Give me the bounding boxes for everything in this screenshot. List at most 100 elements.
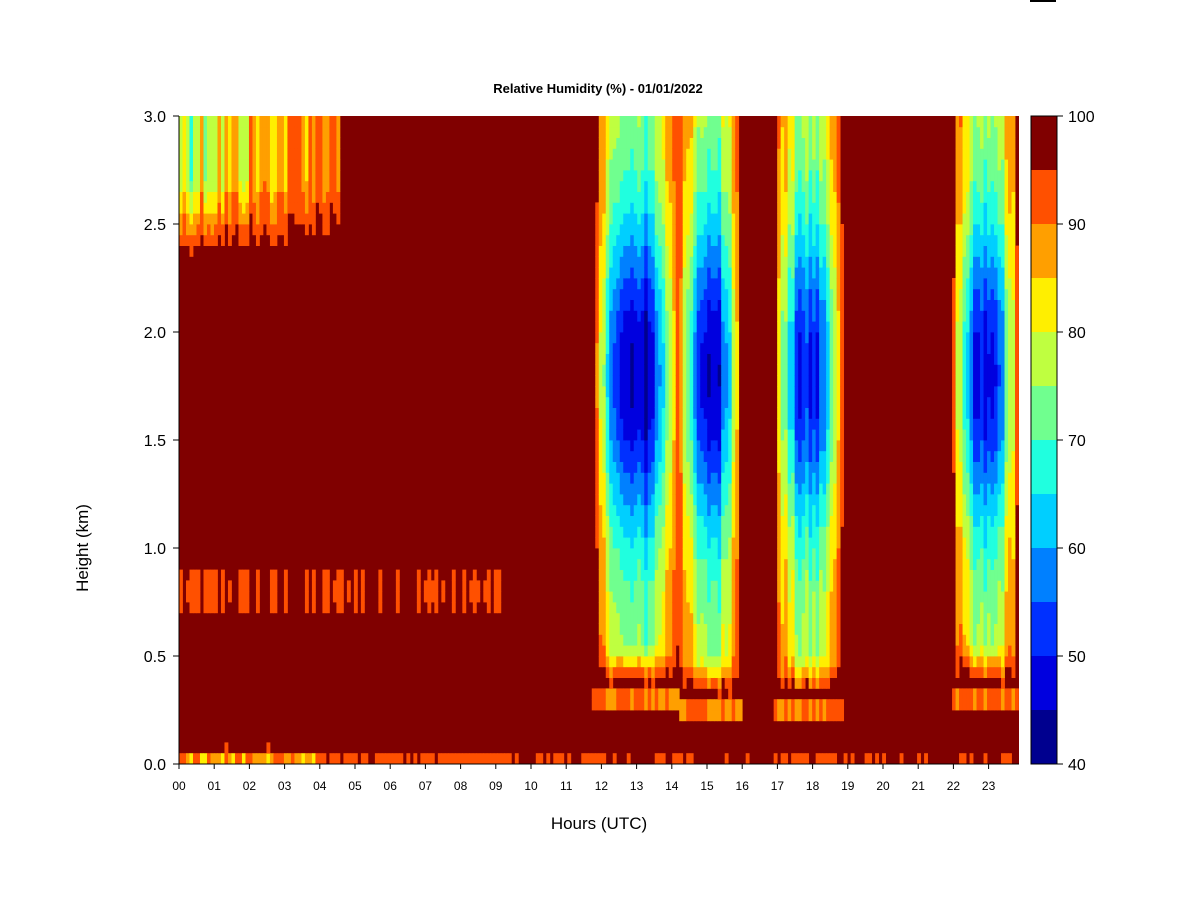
heatmap-cell: [987, 666, 991, 678]
heatmap-cell: [661, 623, 666, 635]
heatmap-cell: [1008, 688, 1012, 700]
heatmap-cell: [815, 656, 820, 668]
heatmap-cell: [689, 213, 694, 225]
heatmap-cell: [322, 116, 327, 128]
heatmap-cell: [826, 623, 831, 635]
heatmap-cell: [199, 180, 204, 192]
heatmap-cell: [612, 148, 617, 160]
heatmap-cell: [840, 515, 845, 527]
heatmap-cell: [990, 429, 995, 441]
heatmap-cell: [1008, 645, 1012, 657]
heatmap-cell: [686, 494, 691, 506]
heatmap-cell: [801, 699, 806, 711]
heatmap-cell: [689, 407, 694, 419]
heatmap-cell: [721, 558, 726, 570]
heatmap-cell: [675, 234, 680, 246]
heatmap-cell: [952, 332, 956, 344]
heatmap-cell: [833, 504, 838, 516]
heatmap-cell: [805, 634, 810, 646]
heatmap-cell: [322, 137, 327, 149]
heatmap-cell: [633, 170, 638, 182]
heatmap-cell: [560, 753, 565, 765]
heatmap-cell: [798, 612, 803, 624]
heatmap-cell: [707, 677, 712, 689]
heatmap-cell: [682, 332, 687, 344]
heatmap-cell: [626, 688, 631, 700]
heatmap-cell: [598, 137, 603, 149]
heatmap-cell: [962, 180, 967, 192]
heatmap-cell: [836, 159, 841, 171]
heatmap-cell: [210, 591, 215, 603]
heatmap-cell: [696, 245, 701, 257]
heatmap-cell: [969, 580, 974, 592]
heatmap-cell: [826, 472, 831, 484]
heatmap-cell: [644, 494, 649, 506]
heatmap-cell: [213, 580, 218, 592]
heatmap-cell: [514, 753, 519, 765]
heatmap-cell: [1008, 278, 1012, 290]
heatmap-cell: [700, 569, 705, 581]
heatmap-cell: [966, 159, 970, 171]
heatmap-cell: [637, 170, 642, 182]
heatmap-cell: [633, 256, 638, 268]
heatmap-cell: [588, 753, 593, 765]
heatmap-cell: [836, 310, 841, 322]
heatmap-cell: [798, 407, 803, 419]
heatmap-cell: [955, 548, 960, 560]
heatmap-cell: [640, 548, 645, 560]
heatmap-cell: [1004, 504, 1009, 516]
heatmap-cell: [983, 580, 988, 592]
heatmap-cell: [794, 710, 799, 722]
heatmap-cell: [619, 386, 624, 398]
heatmap-cell: [672, 591, 677, 603]
heatmap-cell: [665, 580, 670, 592]
heatmap-cell: [609, 591, 614, 603]
heatmap-cell: [308, 126, 313, 138]
heatmap-cell: [969, 699, 974, 711]
heatmap-cell: [668, 170, 673, 182]
heatmap-cell: [276, 213, 281, 225]
heatmap-cell: [686, 634, 691, 646]
heatmap-cell: [605, 159, 610, 171]
heatmap-cell: [644, 170, 649, 182]
heatmap-cell: [626, 450, 631, 462]
heatmap-cell: [675, 504, 680, 516]
heatmap-cell: [668, 245, 673, 257]
heatmap-cell: [668, 569, 673, 581]
heatmap-cell: [780, 375, 785, 387]
heatmap-cell: [1015, 310, 1019, 322]
heatmap-cell: [1011, 224, 1016, 236]
heatmap-cell: [675, 699, 680, 711]
heatmap-cell: [833, 645, 838, 657]
heatmap-cell: [714, 353, 719, 365]
heatmap-cell: [182, 159, 187, 171]
heatmap-cell: [598, 310, 603, 322]
heatmap-cell: [665, 472, 670, 484]
heatmap-cell: [507, 753, 512, 765]
heatmap-cell: [301, 116, 306, 128]
heatmap-cell: [1004, 375, 1009, 387]
heatmap-cell: [717, 310, 722, 322]
heatmap-cell: [815, 159, 820, 171]
heatmap-cell: [1001, 386, 1005, 398]
heatmap-cell: [598, 267, 603, 279]
heatmap-cell: [731, 515, 736, 527]
heatmap-cell: [192, 213, 197, 225]
heatmap-cell: [598, 602, 603, 614]
heatmap-cell: [476, 591, 481, 603]
heatmap-cell: [959, 278, 963, 290]
heatmap-cell: [1015, 450, 1019, 462]
heatmap-cell: [707, 548, 712, 560]
heatmap-cell: [1004, 299, 1009, 311]
heatmap-cell: [192, 116, 197, 128]
heatmap-cell: [668, 224, 673, 236]
heatmap-cell: [693, 591, 698, 603]
heatmap-cell: [801, 299, 806, 311]
heatmap-cell: [693, 558, 698, 570]
heatmap-cell: [969, 310, 974, 322]
heatmap-cell: [378, 569, 383, 581]
heatmap-cell: [994, 483, 998, 495]
heatmap-cell: [959, 407, 963, 419]
heatmap-cell: [679, 191, 684, 203]
heatmap-cell: [665, 126, 670, 138]
